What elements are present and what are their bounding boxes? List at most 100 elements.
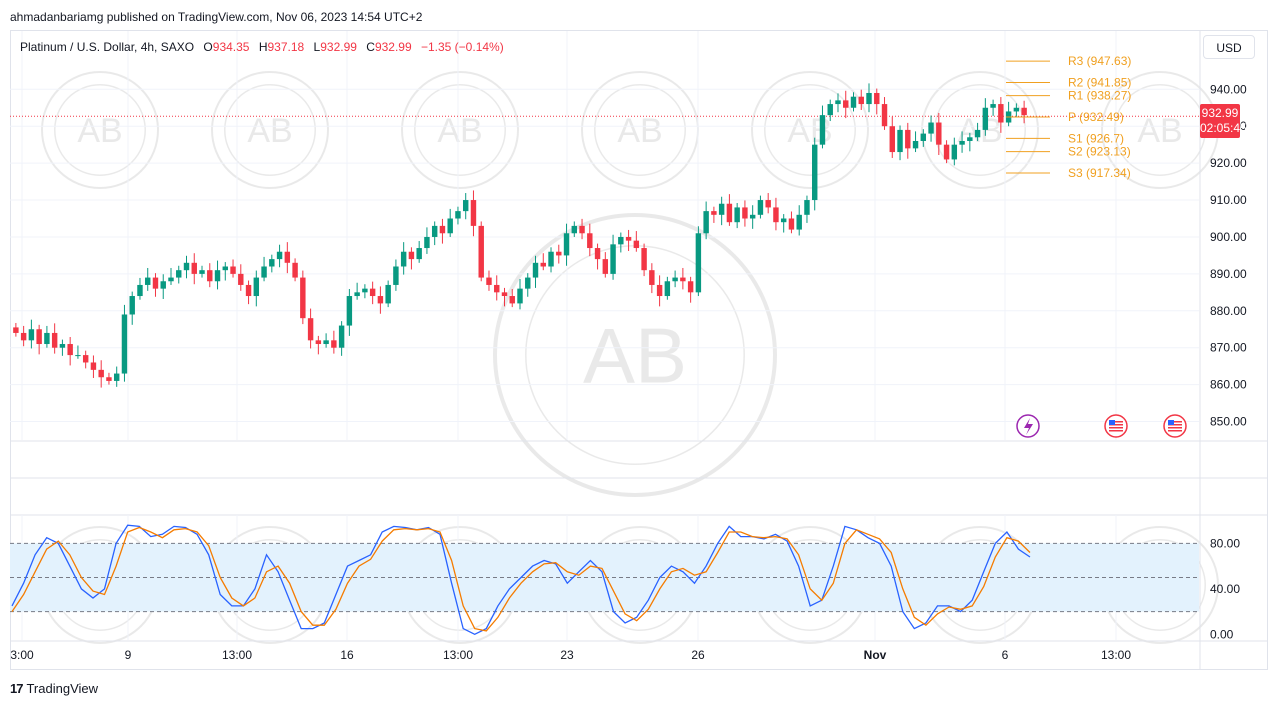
candle-body (36, 329, 42, 345)
change-value: −1.35 (−0.14%) (420, 40, 504, 54)
candle (36, 324, 42, 355)
candle (532, 255, 539, 288)
candle (827, 99, 833, 122)
candle (145, 267, 151, 291)
candle-body (276, 251, 283, 260)
candle-body (788, 218, 795, 230)
price-tick-label: 890.00 (1210, 267, 1247, 281)
candle (548, 247, 554, 273)
candle (501, 287, 508, 307)
open-label: O (203, 40, 213, 54)
watermark-ring (54, 84, 146, 176)
candle-body (183, 262, 190, 271)
candle-body (563, 233, 570, 256)
candle-body (470, 200, 477, 226)
candle (742, 200, 748, 227)
candle-body (160, 281, 166, 289)
candle (207, 263, 213, 288)
pivot-label: S3 (917.34) (1068, 166, 1131, 180)
price-tick-label: 860.00 (1210, 378, 1247, 392)
candle-body (571, 225, 578, 234)
candle-body (897, 129, 903, 153)
candle-body (943, 144, 950, 160)
candle (765, 193, 771, 214)
candle-body (416, 248, 422, 260)
candle (835, 93, 841, 113)
candle-body (540, 262, 546, 267)
brand-name: TradingView (26, 681, 99, 696)
candle (230, 259, 236, 278)
candle-body (858, 96, 864, 105)
candle-body (664, 281, 671, 297)
candle (98, 360, 104, 388)
candle-body (734, 207, 740, 223)
open-value: 934.35 (212, 40, 250, 54)
candle-body (253, 277, 260, 297)
candle (292, 258, 298, 282)
candle (245, 280, 252, 305)
candle-body (230, 266, 236, 274)
candle-body (749, 214, 756, 219)
candle-body (90, 362, 97, 370)
candle (362, 284, 368, 299)
candle (641, 243, 647, 277)
candle-body (292, 262, 298, 278)
candle-body (346, 296, 353, 326)
candle-body (20, 332, 27, 341)
candle-body (176, 270, 182, 278)
candle-body (532, 262, 539, 278)
candle-body (780, 218, 787, 223)
candle-body (478, 225, 484, 278)
chart-frame[interactable] (10, 30, 1268, 670)
candle-body (912, 140, 919, 149)
candle-body (967, 137, 973, 141)
candle-body (804, 200, 810, 215)
watermark-logo: AB (41, 71, 159, 189)
candle (424, 227, 430, 254)
candle (757, 195, 764, 219)
candle-body (618, 236, 624, 245)
tradingview-logo[interactable]: 17 TradingView (10, 681, 98, 696)
symbol-legend: Platinum / U.S. Dollar, 4h, SAXO O934.35… (20, 40, 504, 54)
watermark-text: AB (437, 112, 482, 150)
low-value: 932.99 (320, 40, 357, 54)
candle (656, 275, 663, 307)
candle (850, 92, 857, 112)
candle (982, 98, 989, 136)
candle-body (393, 266, 399, 285)
candle (571, 221, 578, 237)
low-label: L (313, 40, 321, 54)
candle (796, 205, 802, 236)
candle (579, 218, 585, 240)
candle (874, 88, 880, 115)
economic-event-us (1104, 414, 1128, 438)
pivot-label: S1 (926.7) (1068, 131, 1124, 145)
watermark-text: AB (787, 112, 832, 150)
lightning-event (1016, 414, 1040, 438)
flag-stripe (1109, 427, 1123, 429)
candle (718, 196, 725, 226)
candle (726, 194, 733, 226)
candle-body (773, 207, 779, 223)
candle (912, 131, 919, 153)
pivot-label: R2 (941.85) (1068, 75, 1131, 89)
price-tick-label: 880.00 (1210, 304, 1247, 318)
candle (905, 122, 911, 159)
candle-body (75, 355, 81, 357)
watermark-ring (921, 71, 1039, 189)
candle-body (129, 296, 135, 315)
pivot-label: P (932.49) (1068, 110, 1124, 124)
currency-button[interactable]: USD (1203, 35, 1255, 59)
candle (486, 270, 492, 291)
candle (191, 253, 197, 285)
candle (843, 90, 849, 119)
candle (998, 97, 1004, 133)
watermark-text: AB (583, 311, 687, 399)
watermark-text: AB (77, 112, 122, 150)
candle (300, 270, 306, 325)
candle-body (850, 96, 857, 108)
candle (315, 335, 322, 355)
watermark-logo: AB (581, 71, 699, 189)
candle (106, 372, 112, 385)
